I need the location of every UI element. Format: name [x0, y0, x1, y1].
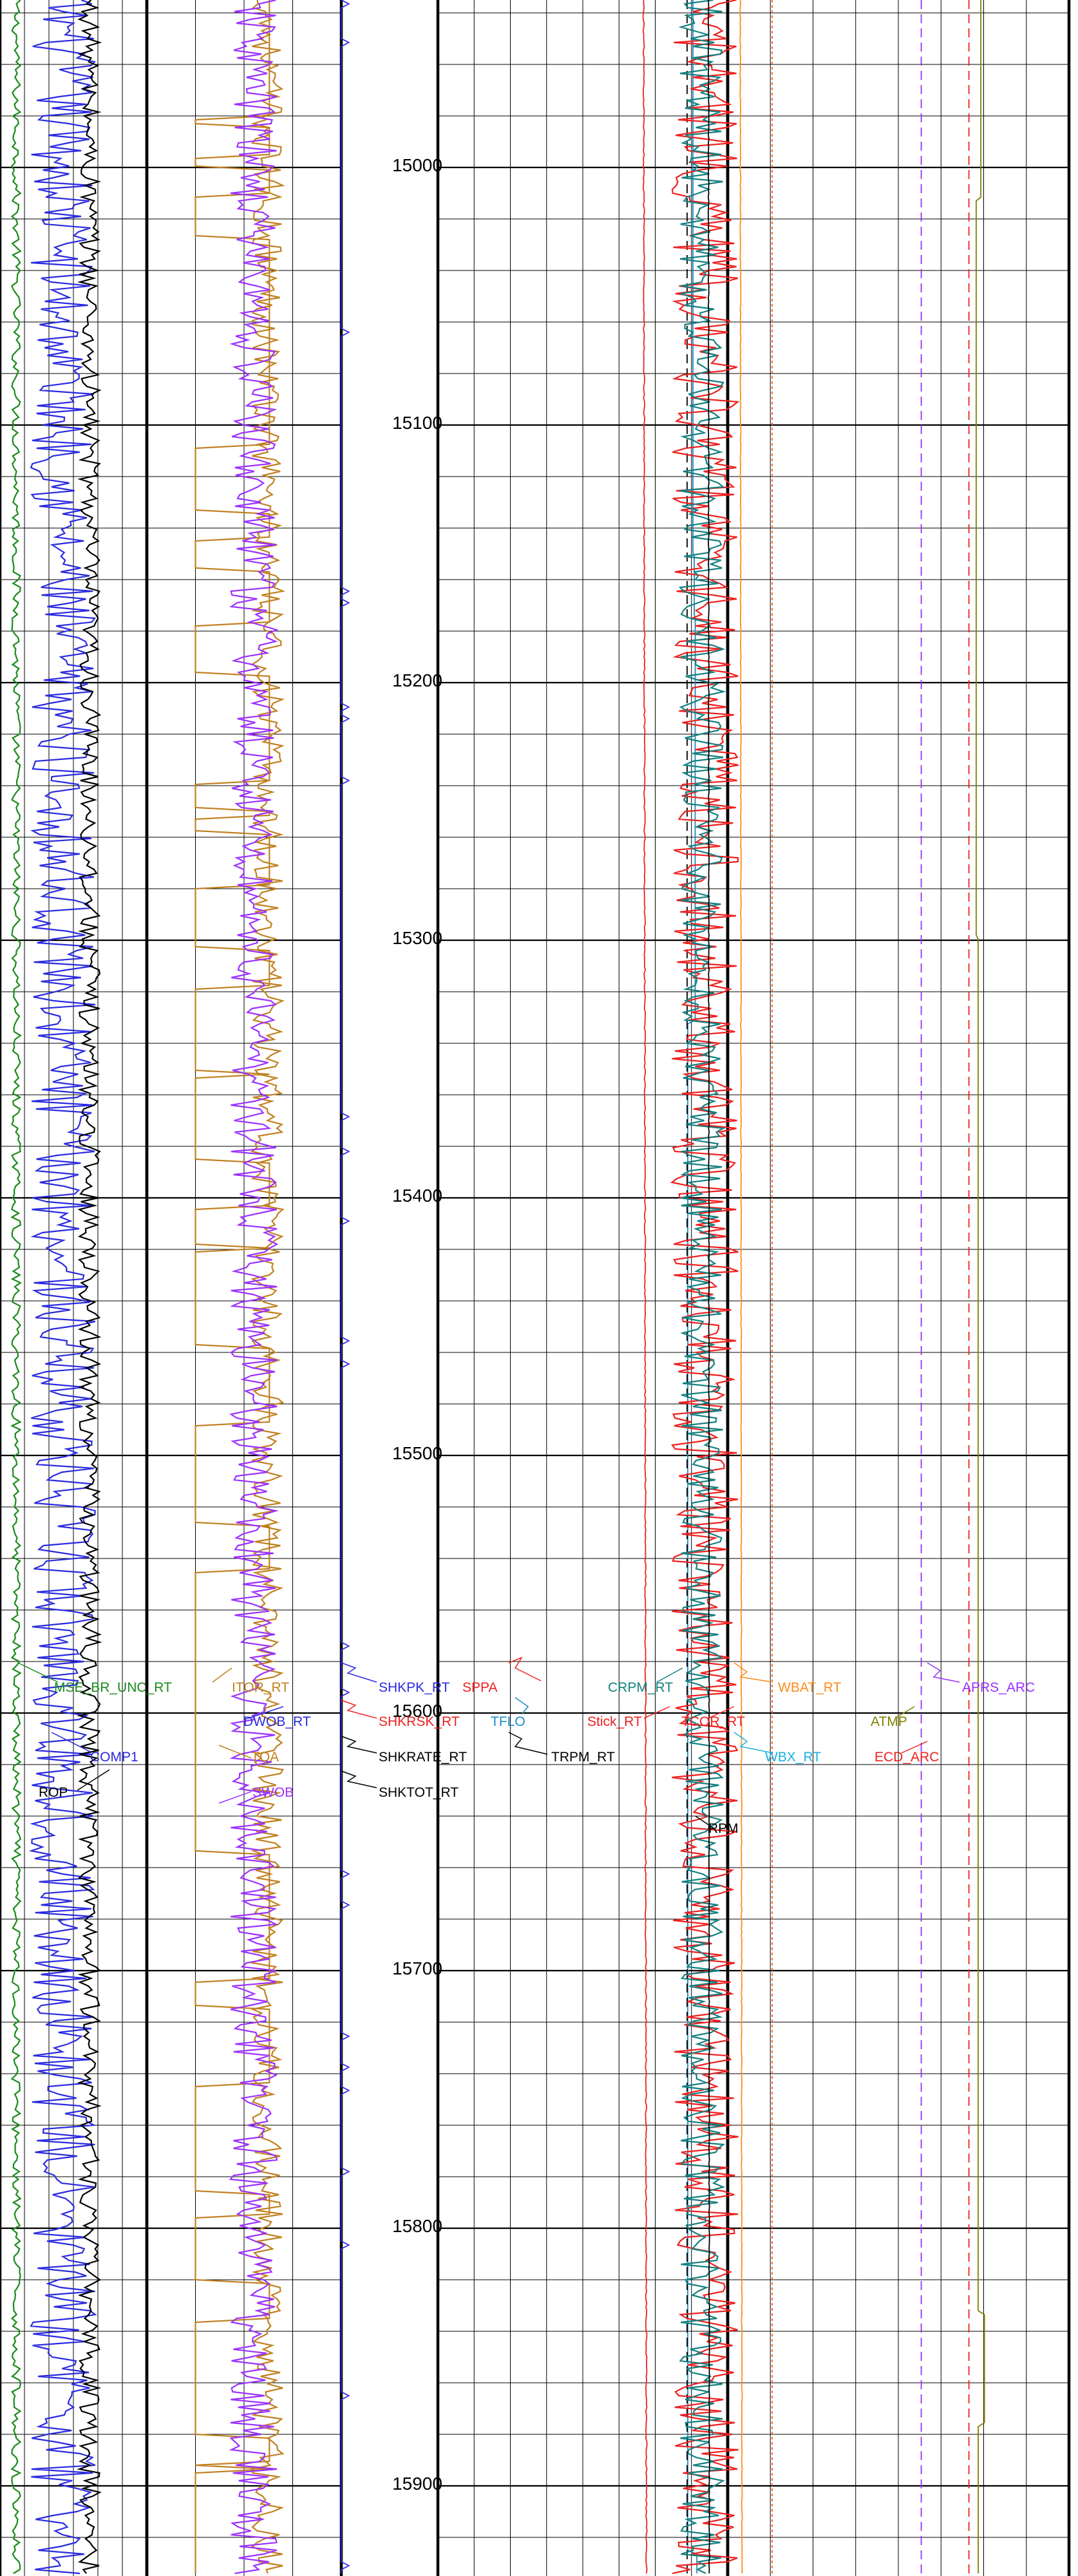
mnemonic-stick: Stick_RT [587, 1706, 670, 1729]
curve-rpm [707, 0, 710, 2574]
mnemonic-shktot-text: SHKTOT_RT [379, 1785, 459, 1800]
mnemonic-dwob-text: DWOB_RT [243, 1714, 311, 1729]
curve-sppa [642, 0, 648, 2574]
mnemonic-stick-text: Stick_RT [587, 1714, 642, 1729]
curve-rop [77, 0, 102, 2574]
mnemonic-comp1-text: COMP1 [90, 1750, 138, 1765]
mnemonic-shktot: SHKTOT_RT [341, 1770, 459, 1800]
depth-tick-label: 15100 [392, 413, 442, 433]
mnemonic-sppa: SPPA [462, 1656, 542, 1695]
mnemonic-swob-text: SWOB [252, 1785, 294, 1800]
depth-tick-label: 15200 [392, 670, 442, 690]
mnemonic-swob: SWOB [218, 1785, 294, 1804]
mnemonic-sppa-text: SPPA [462, 1680, 497, 1695]
depth-tick-label: 15300 [392, 928, 442, 948]
mnemonic-crpm: CRPM_RT [608, 1667, 683, 1695]
mnemonic-shkrsk-text: SHKRSK_RT [379, 1714, 460, 1729]
mnemonic-labels: MSE_BR_UNC_RT COMP1 ROP ITOR_RT DWOB_RT … [17, 1656, 1035, 1836]
curve-mse-br-unc-rt [10, 0, 22, 2574]
mnemonic-shkrsk: SHKRSK_RT [341, 1700, 460, 1729]
depth-tick-label: 15800 [392, 2216, 442, 2236]
depth-tick-label: 15700 [392, 1958, 442, 1978]
depth-tick-label: 15000 [392, 155, 442, 175]
mnemonic-trpm: TRPM_RT [508, 1732, 615, 1765]
mnemonic-rpm-text: RPM [708, 1821, 739, 1836]
mnemonic-tcor: TCOR_RT [681, 1706, 745, 1729]
mnemonic-tflo-text: TFLO [491, 1714, 525, 1729]
curve-wbat-rt [739, 0, 743, 2574]
curve-tqa [194, 0, 270, 2573]
mnemonic-msebr: MSE_BR_UNC_RT [17, 1662, 172, 1695]
mnemonic-trpm-text: TRPM_RT [551, 1750, 615, 1765]
curve-crpm-rt [678, 0, 726, 2574]
curve-shkpk-rt [341, 0, 350, 2573]
mnemonic-msebr-text: MSE_BR_UNC_RT [54, 1680, 172, 1695]
mnemonic-rop-text: ROP [39, 1785, 68, 1800]
mnemonic-wbat: WBAT_RT [733, 1662, 842, 1695]
mnemonic-shkpk-text: SHKPK_RT [379, 1680, 450, 1695]
curve-itor-rt [250, 0, 286, 2574]
mnemonic-atmp-text: ATMP [871, 1714, 907, 1729]
mnemonic-crpm-text: CRPM_RT [608, 1680, 673, 1695]
mnemonic-comp1: COMP1 [51, 1732, 138, 1765]
depth-tick-label: 15600 [392, 1701, 442, 1721]
mnemonic-tcor-text: TCOR_RT [681, 1714, 745, 1729]
mnemonic-aprs-text: APRS_ARC [962, 1680, 1035, 1695]
curve-swob [229, 0, 279, 2575]
mnemonic-itor-text: ITOR_RT [232, 1680, 289, 1695]
mnemonic-aprs: APRS_ARC [927, 1662, 1035, 1695]
mnemonic-wbat-text: WBAT_RT [778, 1680, 842, 1695]
curve-stick-rt [670, 0, 740, 2575]
curves [10, 0, 985, 2575]
mnemonic-shkpk: SHKPK_RT [341, 1662, 450, 1695]
mnemonic-tflo: TFLO [491, 1697, 529, 1729]
mnemonic-tqa-text: TQA [251, 1750, 279, 1765]
mnemonic-itor: ITOR_RT [212, 1667, 289, 1695]
depth-tick-label: 15500 [392, 1443, 442, 1463]
mnemonic-ecd: ECD_ARC [875, 1741, 939, 1765]
mnemonic-dwob: DWOB_RT [243, 1706, 311, 1729]
mnemonic-rpm: RPM [695, 1815, 739, 1836]
mnemonic-atmp: ATMP [871, 1706, 915, 1729]
depth-tick-label: 15900 [392, 2474, 442, 2494]
mnemonic-wbx-text: WBX_RT [765, 1750, 821, 1765]
mnemonic-tqa: TQA [218, 1745, 279, 1765]
depth-tick-label: 15400 [392, 1186, 442, 1206]
mnemonic-wbx: WBX_RT [733, 1732, 821, 1765]
mnemonic-ecd-text: ECD_ARC [875, 1750, 939, 1765]
mnemonic-shkrate-text: SHKRATE_RT [379, 1750, 467, 1765]
mnemonic-rop: ROP [39, 1769, 110, 1800]
curve-atmp [976, 0, 985, 2573]
mnemonic-shkrate: SHKRATE_RT [341, 1736, 467, 1765]
